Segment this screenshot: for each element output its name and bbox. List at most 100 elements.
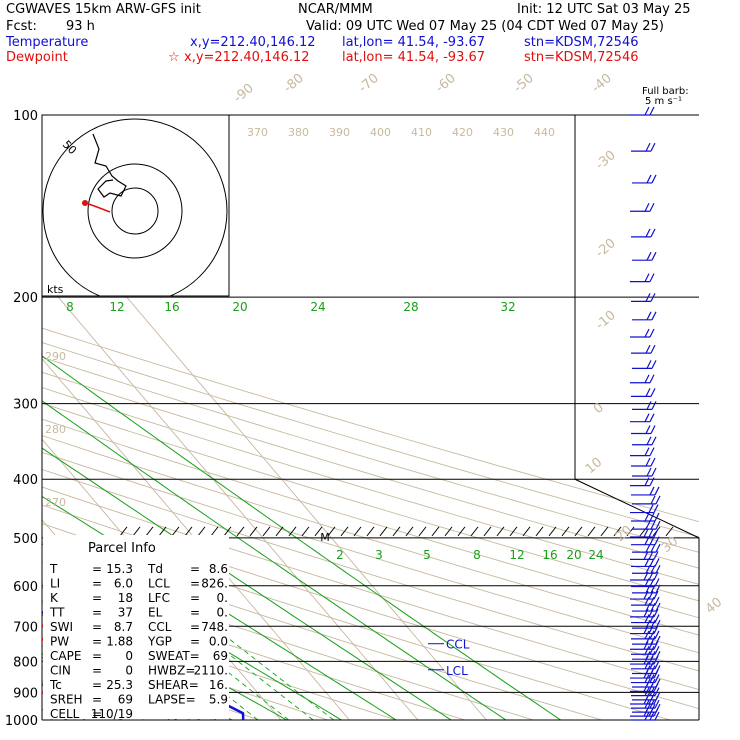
parcel-cell: 18 — [118, 591, 133, 605]
parcel-cell: LFC — [148, 591, 170, 605]
pressure-label: 100 — [13, 109, 38, 124]
wind-barb-flag — [654, 558, 660, 567]
wind-barb-flag — [648, 695, 654, 705]
hatch-mark — [340, 526, 349, 537]
wind-barb-flag — [648, 608, 654, 618]
wind-barb — [630, 447, 655, 457]
wind-barb-flag — [648, 640, 654, 650]
lcl-label: LCL — [446, 664, 468, 678]
wind-barb-flag — [643, 608, 649, 618]
parcel-cell: 6.0 — [114, 577, 133, 591]
wind-barb-flag — [651, 401, 657, 410]
hatch-mark — [470, 526, 479, 537]
wind-barb-flag — [654, 699, 660, 709]
wind-barbs — [630, 106, 661, 721]
hodograph-trace — [92, 133, 127, 198]
dewpoint-star-icon: ☆ — [168, 50, 180, 65]
pressure-label: 200 — [13, 291, 38, 306]
wind-barb-flag — [645, 425, 651, 434]
hatch-mark — [314, 526, 323, 537]
wind-barb-flag — [648, 707, 654, 717]
hatch-mark — [223, 526, 232, 537]
wind-barb-flag — [650, 495, 656, 505]
parcel-cell: PW — [50, 635, 69, 649]
dry-adiabat-line — [42, 451, 699, 654]
mixing-ratio-upper-label: 8 — [66, 300, 74, 314]
wind-barb-flag — [644, 447, 650, 456]
wind-barb-flag — [650, 584, 656, 594]
hatch-mark — [613, 526, 622, 537]
wind-barb — [631, 425, 656, 435]
wind-barb — [630, 707, 659, 717]
wind-barb — [631, 596, 660, 606]
wind-barb-flag — [643, 695, 649, 705]
wind-barb-flag — [645, 388, 651, 397]
isotherm-line — [42, 277, 419, 720]
wind-barb-flag — [643, 707, 649, 717]
isotherm-label: -40 — [589, 71, 615, 96]
wind-barb-flag — [654, 711, 660, 721]
wind-barb — [632, 467, 657, 477]
parcel-cell: 8.7 — [114, 620, 133, 634]
wind-barb-flag — [649, 699, 655, 709]
forecast-label: Fcst: — [6, 19, 37, 34]
wind-barb-flag — [644, 536, 650, 545]
wind-barb-flag — [655, 543, 661, 553]
pressure-label: 700 — [13, 620, 38, 635]
dewpoint-legend-label: Dewpoint — [6, 50, 68, 65]
isotherm-label: -30 — [593, 148, 619, 173]
wind-barb — [630, 683, 659, 692]
isotherm-label: -20 — [593, 236, 619, 261]
wind-barb-flag — [654, 687, 660, 696]
dry-adiabat-line — [42, 371, 699, 569]
theta-label: 420 — [452, 126, 473, 139]
wind-barb-flag — [644, 578, 650, 587]
forecast-hour: 93 h — [66, 19, 95, 34]
wind-barb — [631, 344, 656, 354]
wind-barb-flag — [655, 584, 661, 594]
wind-barb-flag — [650, 457, 656, 467]
theta-label: 410 — [411, 126, 432, 139]
wind-barb-flag — [644, 328, 650, 338]
pressure-label: 300 — [13, 398, 38, 413]
hatch-mark — [561, 526, 570, 537]
wind-barb-flag — [643, 655, 649, 665]
hatch-mark — [158, 526, 167, 537]
wind-barb — [632, 401, 657, 410]
temperature-location: x,y=212.40,146.12 — [190, 35, 316, 50]
parcel-cell: 826. — [201, 577, 228, 591]
parcel-cell: = — [92, 635, 102, 649]
parcel-cell: T — [49, 562, 58, 576]
parcel-cell: 25.3 — [106, 678, 133, 692]
wind-barb — [631, 674, 660, 684]
hodograph-box — [41, 114, 230, 297]
wind-barb — [630, 669, 659, 679]
isotherm-label: -10 — [593, 308, 619, 333]
theta-label: 400 — [370, 126, 391, 139]
mixing-ratio-lower-label: 20 — [566, 548, 581, 562]
parcel-cell: = — [190, 591, 200, 605]
parcel-cell: LI — [50, 577, 60, 591]
theta-label: 390 — [329, 126, 350, 139]
wind-barb-flag — [649, 660, 655, 670]
wind-barb-flag — [646, 174, 652, 184]
isotherm-label: 20 — [613, 523, 635, 545]
isotherm-line — [42, 196, 487, 720]
hatch-mark — [236, 526, 245, 537]
isotherm-line — [0, 115, 7, 720]
wind-barb-flag — [649, 578, 655, 587]
wind-barb-flag — [644, 477, 650, 486]
mixing-ratio-upper-label: 32 — [500, 300, 515, 314]
parcel-cell: HWBZ= — [148, 664, 195, 678]
org-label: NCAR/MMM — [298, 2, 373, 17]
parcel-cell: = — [92, 649, 102, 663]
mixing-ratio-upper-label: 20 — [232, 300, 247, 314]
wind-barb — [631, 699, 660, 709]
diagram-frame — [42, 114, 700, 720]
wind-barb-flag — [655, 520, 661, 530]
wind-barb-flag — [654, 512, 660, 522]
wind-barb-flag — [648, 551, 654, 560]
